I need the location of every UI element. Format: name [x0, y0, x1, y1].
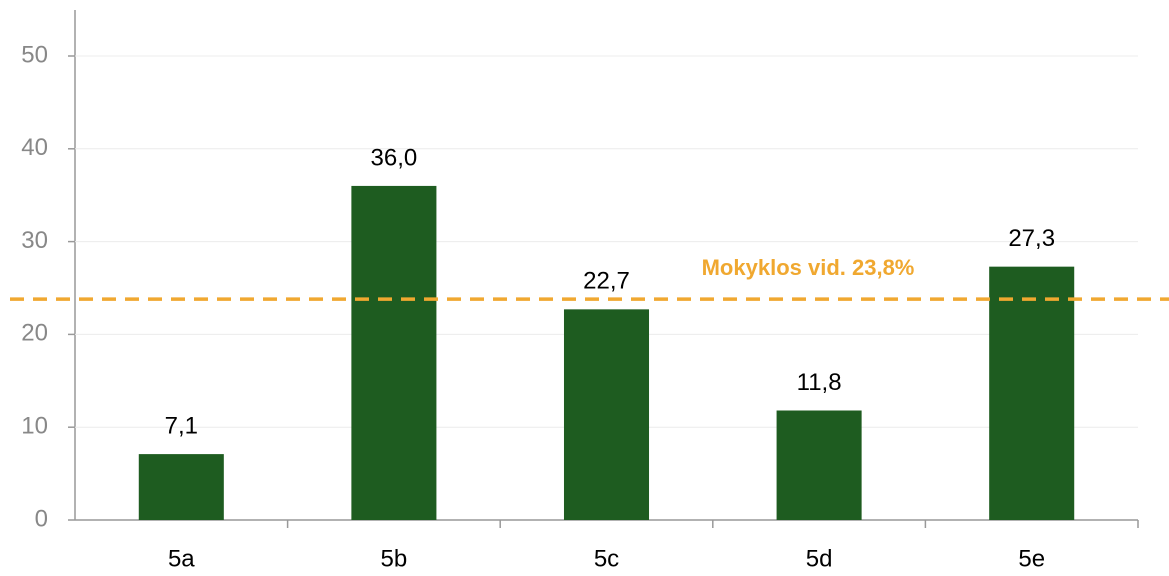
bar [563, 309, 650, 520]
bar [776, 410, 862, 520]
x-tick-label: 5d [806, 545, 833, 571]
y-tick-label: 50 [21, 41, 48, 68]
y-tick-label: 40 [21, 134, 48, 161]
x-tick-label: 5e [1018, 545, 1045, 571]
bar [351, 185, 437, 521]
bar [138, 454, 224, 520]
x-tick-label: 5a [168, 545, 195, 571]
data-label: 22,7 [583, 268, 630, 295]
y-tick-label: 30 [21, 227, 48, 254]
x-tick-label: 5b [381, 545, 408, 571]
data-label: 36,0 [371, 144, 418, 171]
data-label: 27,3 [1008, 225, 1055, 252]
data-label: 7,1 [165, 412, 198, 439]
y-tick-label: 20 [21, 320, 48, 347]
y-tick-label: 0 [35, 505, 48, 532]
reference-label: Mokyklos vid. 23,8% [702, 255, 915, 280]
data-label: 11,8 [797, 369, 842, 396]
bar [989, 266, 1075, 520]
y-tick-label: 10 [21, 413, 48, 440]
x-tick-label: 5c [594, 545, 619, 571]
